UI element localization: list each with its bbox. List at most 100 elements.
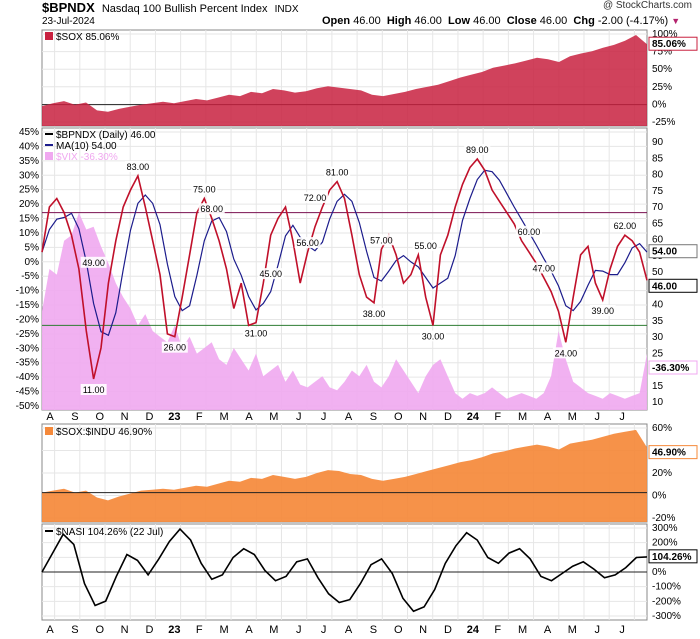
nasi-axis-tick-label: 300% [652,523,678,534]
exchange: INDX [274,4,299,15]
bp-right-axis-tick-label: 70 [652,202,664,213]
down-arrow-icon: ▼ [671,16,681,26]
bp-annotation: 57.00 [370,235,393,245]
time-axis-upper-label: A [245,411,253,423]
bp-left-axis-tick-label: -15% [16,300,39,311]
nasi-axis-tick-label: -200% [652,596,681,607]
bp-left-axis-tick-label: 5% [25,242,40,253]
annotation-bg [198,203,225,215]
bp-left-axis-tick-label: 45% [19,127,39,138]
bp-left-axis-tick-label: 0% [25,257,40,268]
sox-axis-tick-label: 50% [652,64,672,75]
nasi-axis-tick-label: 200% [652,538,678,549]
annotation-bg [611,220,638,232]
time-axis-lower-label: O [394,624,403,636]
bp-annotation: 83.00 [127,162,150,172]
sox-legend-swatch [45,32,53,40]
bp-annotation: 26.00 [164,343,187,353]
bp-annotation: 60.00 [518,227,541,237]
time-axis-upper-label: O [95,411,104,423]
bp-annotation: 75.00 [193,185,216,195]
bp-right-axis-tick-label: 60 [652,235,664,246]
vix-legend-swatch [45,152,53,160]
time-axis-lower-label: F [196,624,203,636]
quote-low-label: Low [448,15,471,27]
bp-annotation: 24.00 [555,348,578,358]
bp-annotation: 11.00 [83,385,105,395]
bp-right-axis-tick-label: 15 [652,381,664,392]
time-axis-upper-label: A [46,411,54,423]
ma-last-value: 54.00 [652,247,677,258]
time-axis-lower-label: S [71,624,78,636]
time-axis-upper-label: N [121,411,129,423]
annotation-bg [301,191,328,203]
time-axis-lower-label: J [595,624,601,636]
quote-low: 46.00 [473,15,501,27]
quote-chg: -2.00 (-4.17%) [597,15,669,27]
ratio-last-value: 46.90% [652,448,686,459]
bp-left-axis-tick-label: -40% [16,372,39,383]
bp-annotation: 56.00 [296,238,319,248]
nasi-axis-tick-label: 0% [652,567,667,578]
ratio-legend: $SOX:$INDU 46.90% [56,427,152,438]
bp-left-axis-tick-label: 15% [19,214,39,225]
bp-left-axis-tick-label: -30% [16,343,39,354]
time-axis-lower-label: A [345,624,353,636]
bp-annotation: 68.00 [200,204,223,214]
bp-left-axis-tick-label: 40% [19,141,39,152]
nasi-line [41,527,648,613]
annotation-bg [552,347,579,359]
quote-close-label: Close [506,15,537,27]
bp-annotation: 45.00 [259,269,282,279]
annotation-bg [242,327,269,339]
watermark: @ StockCharts.com [602,0,692,11]
sox-axis-tick-label: -25% [652,117,675,128]
annotation-bg [294,237,321,249]
sox-last-value: 85.06% [652,39,686,50]
bp-annotation: 55.00 [414,241,437,251]
bp-annotation: 81.00 [326,168,349,178]
bp-right-axis-tick-label: 30 [652,332,664,343]
bp-right-axis-tick-label: 90 [652,137,664,148]
bp-legend: $BPNDX (Daily) 46.00 [56,130,156,141]
nasi-legend: $NASI 104.26% (22 Jul) [56,527,163,538]
chart-header: $BPNDX Nasdaq 100 Bullish Percent Index … [42,0,299,15]
time-axis-upper-label: M [568,411,577,423]
time-axis-upper-label: 24 [467,411,480,423]
bp-left-axis-tick-label: 35% [19,156,39,167]
annotation-bg [515,225,542,237]
nasi-last-value-box [648,549,698,564]
sox-last-value-box [648,36,698,51]
quote-open-label: Open [322,15,351,27]
nasi-axis-tick-label: -100% [652,582,681,593]
annotation-bg [161,341,188,353]
annotation-bg [589,305,616,317]
time-axis-lower-label: 23 [168,624,180,636]
time-axis-lower-label: M [269,624,278,636]
time-axis-upper-label: M [269,411,278,423]
ratio-last-value-box [648,445,698,460]
nasi-last-value: 104.26% [652,552,692,563]
sox-legend: $SOX 85.06% [56,32,119,43]
time-axis-lower-label: D [146,624,154,636]
time-axis-lower-label: J [296,624,302,636]
bp-left-axis-tick-label: -20% [16,314,39,325]
ma-last-value-box [648,244,698,259]
quote-high: 46.00 [414,15,442,27]
bp-last-value-box [648,278,698,293]
annotation-bg [80,256,107,268]
annotation-bg [530,262,557,274]
ratio-area [42,429,647,522]
bp-annotation: 49.00 [82,258,105,268]
bp-left-axis-tick-label: -25% [16,329,39,340]
bp-right-axis-tick-label: 80 [652,170,664,181]
time-axis-lower-label: A [544,624,552,636]
bp-annotation: 47.00 [532,263,555,273]
bp-annotation: 31.00 [245,329,268,339]
annotation-bg [80,383,107,395]
vix-legend: $VIX -36.30% [56,152,118,163]
bp-right-axis-tick-label: 10 [652,397,664,408]
time-axis-upper-label: J [296,411,302,423]
